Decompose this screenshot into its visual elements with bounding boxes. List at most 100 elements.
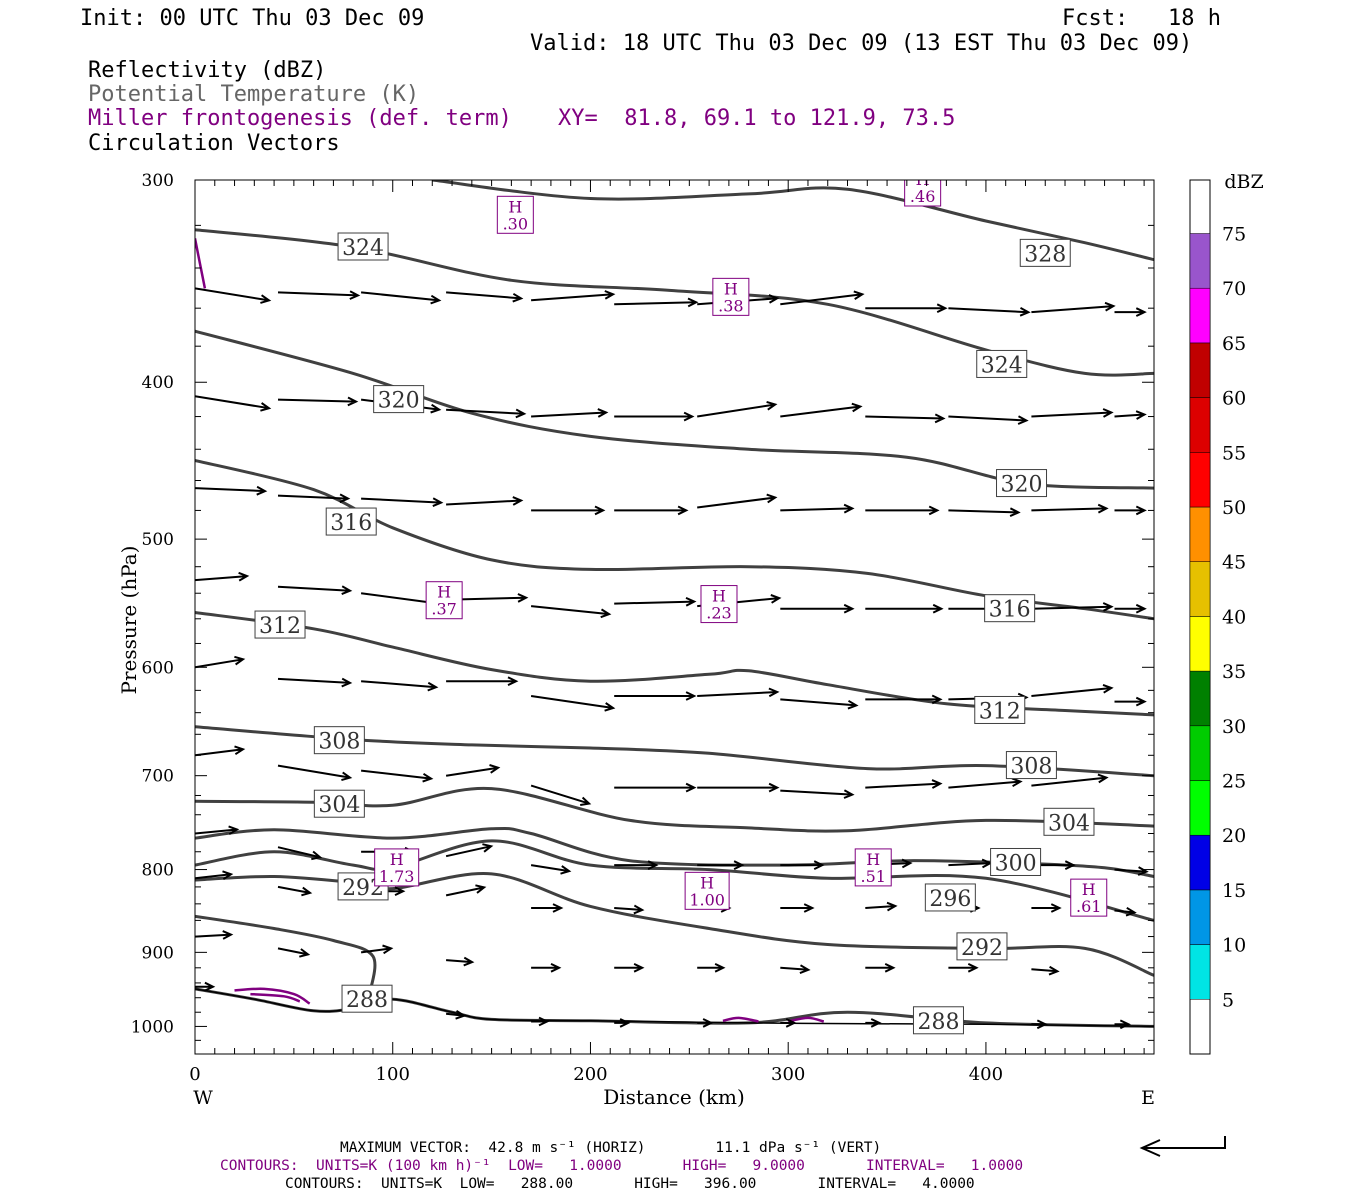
theta-label: 320 [1001, 473, 1043, 498]
theta-label: 288 [917, 1010, 959, 1035]
frontogenesis-contour [722, 1016, 759, 1023]
x-axis-label: Distance (km) [603, 1085, 745, 1109]
circulation-vector [614, 411, 695, 422]
frontogenesis-max-box [1070, 878, 1108, 917]
circulation-vector [360, 944, 394, 955]
frontogenesis-max-box [684, 871, 730, 910]
colorbar: 5 10 15 20 25 30 35 40 45 50 55 60 65 70 75 [1189, 179, 1246, 1055]
theta-label-box [373, 385, 425, 414]
theta-contour-296 [195, 839, 1154, 922]
frontogenesis-max-value: .37 [431, 600, 456, 619]
east-label: E [1141, 1087, 1155, 1109]
colorbar-swatch [1189, 670, 1211, 727]
colorbar-label: 35 [1222, 661, 1246, 683]
circulation-vector [780, 1018, 797, 1028]
y-tick-label: 1000 [131, 1017, 174, 1037]
colorbar-swatch [1189, 834, 1211, 891]
theta-label: 308 [318, 730, 360, 755]
theta-label-box [1005, 751, 1057, 780]
circulation-vector [445, 764, 501, 777]
circulation-vector [1114, 307, 1147, 317]
colorbar-swatch [1189, 889, 1211, 945]
theta-contour-328 [432, 180, 1154, 262]
reference-vector-icon [1139, 1136, 1226, 1157]
field-potential-temperature: Potential Temperature (K) [88, 82, 420, 107]
field-circulation-vectors: Circulation Vectors [88, 131, 340, 156]
circulation-vector [948, 307, 1031, 317]
circulation-vector [780, 290, 865, 306]
theta-label-box [313, 726, 365, 755]
colorbar-label: 70 [1222, 278, 1246, 300]
circulation-vector [360, 769, 434, 783]
circulation-vector [1114, 906, 1137, 917]
colorbar-swatch [1189, 944, 1211, 1000]
theta-label-box [996, 469, 1048, 498]
circulation-vector [195, 825, 240, 836]
circulation-vector [195, 655, 246, 669]
circulation-vector [780, 903, 815, 913]
circulation-vector [865, 1018, 882, 1028]
theta-label: 296 [929, 887, 971, 912]
x-tick-label: 300 [771, 1064, 805, 1085]
circulation-vector [1114, 866, 1149, 876]
circulation-vector [530, 784, 592, 806]
circulation-vector [948, 415, 1029, 425]
circulation-vector [530, 695, 616, 712]
circulation-vector [195, 930, 234, 940]
theta-label-box [337, 232, 389, 261]
colorbar-label: 15 [1222, 880, 1246, 902]
axes: 0 100 200 300 400 300 400 500 600 700 800 900 1000 [131, 171, 1154, 1085]
circulation-vector [530, 864, 572, 875]
colorbar-swatch [1189, 780, 1211, 836]
circulation-vector [445, 843, 494, 858]
circulation-vector [697, 962, 726, 973]
colorbar-units: dBZ [1224, 171, 1263, 193]
frontogenesis-max-label: H [508, 197, 522, 216]
theta-label: 328 [1024, 242, 1066, 267]
circulation-vector [1031, 301, 1116, 314]
colorbar-label: 10 [1222, 935, 1246, 957]
circulation-vector [361, 497, 444, 508]
valid-time: Valid: 18 UTC Thu 03 Dec 09 (13 EST Thu … [530, 31, 1193, 56]
circulation-vector [1031, 903, 1062, 913]
circulation-vector [1114, 603, 1147, 614]
colorbar-swatch [1189, 397, 1211, 453]
frontogenesis-max-label: H [916, 170, 930, 189]
colorbar-swatch [1189, 452, 1211, 508]
circulation-vector [1031, 683, 1114, 697]
frontogenesis-max-label: H [866, 850, 880, 869]
circulation-vector [865, 694, 943, 705]
circulation-vector [1114, 1019, 1131, 1030]
theta-label-box [325, 507, 377, 536]
theta-label-box [990, 847, 1042, 876]
theta-label: 324 [981, 353, 1023, 378]
circulation-vector [277, 677, 353, 688]
frontogenesis-contours [195, 238, 825, 1023]
frontogenesis-contour [787, 1016, 825, 1023]
circulation-vector [614, 505, 689, 516]
circulation-vector [277, 585, 353, 596]
circulation-vector [360, 592, 439, 607]
circulation-vectors [195, 287, 1149, 1030]
frontogenesis-max-value: 1.00 [689, 890, 725, 909]
frontogenesis-max-value: .23 [706, 604, 731, 623]
frontogenesis-contour-note: CONTOURS: UNITS=K (100 km h)⁻¹ LOW= 1.00… [220, 1158, 1024, 1174]
circulation-vector [446, 676, 519, 687]
x-tick-label: 200 [573, 1064, 607, 1085]
colorbar-label: 60 [1222, 388, 1246, 410]
colorbar-label: 50 [1222, 497, 1246, 519]
circulation-vector [780, 698, 859, 710]
frontogenesis-max-label: H [1082, 880, 1096, 899]
circulation-vector [780, 789, 855, 799]
circulation-vector [614, 297, 699, 308]
circulation-vector [614, 962, 645, 973]
theta-label: 308 [1010, 755, 1052, 780]
theta-contour-288 [195, 987, 1154, 1028]
theta-label-box [976, 349, 1028, 378]
circulation-vector [530, 605, 612, 619]
x-tick-label: 0 [189, 1064, 200, 1085]
theta-contour-note: CONTOURS: UNITS=K LOW= 288.00 HIGH= 396.… [285, 1176, 975, 1192]
circulation-vector [195, 870, 234, 880]
